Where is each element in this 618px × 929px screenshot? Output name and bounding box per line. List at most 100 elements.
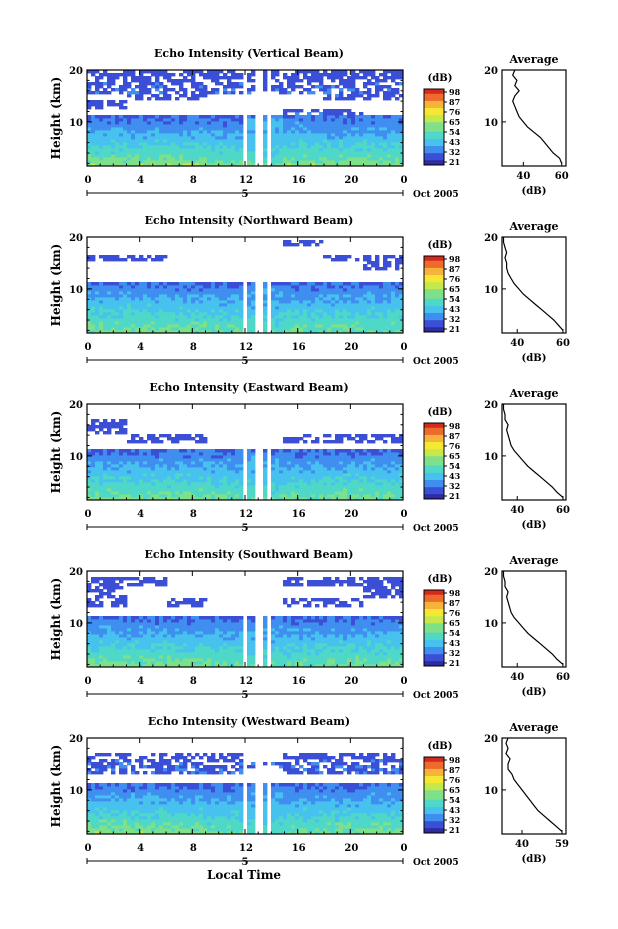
heatmap-cell <box>211 291 216 295</box>
heatmap-cell <box>303 124 308 128</box>
heatmap-cell <box>119 118 124 122</box>
heatmap-cell <box>127 306 132 310</box>
heatmap-cell <box>143 321 148 325</box>
heatmap-cell <box>375 76 380 80</box>
heatmap-cell <box>239 91 244 95</box>
heatmap-cell <box>359 124 364 128</box>
heatmap-cell <box>223 324 228 328</box>
heatmap-cell <box>191 321 196 325</box>
heatmap-cell <box>351 160 356 164</box>
heatmap-cell <box>99 145 104 149</box>
y-tick-label: 20 <box>69 233 83 244</box>
heatmap-cell <box>99 452 104 456</box>
heatmap-cell <box>347 285 352 289</box>
heatmap-cell <box>275 70 280 74</box>
heatmap-cell <box>307 449 312 453</box>
heatmap-cell <box>199 312 204 316</box>
heatmap-cell <box>99 130 104 134</box>
colorbar-tick-label: 21 <box>449 491 460 501</box>
heatmap-cell <box>331 160 336 164</box>
heatmap-cell <box>175 151 180 155</box>
heatmap-cell <box>291 476 296 480</box>
heatmap-cell <box>203 449 208 453</box>
heatmap-cell <box>291 464 296 468</box>
heatmap-cell <box>363 255 368 259</box>
heatmap-cell <box>383 312 388 316</box>
heatmap-cell <box>179 458 184 462</box>
heatmap-cell <box>331 145 336 149</box>
heatmap-cell <box>275 136 280 140</box>
heatmap-cell <box>247 282 252 286</box>
heatmap-cell <box>107 133 112 137</box>
heatmap-cell <box>203 467 208 471</box>
heatmap-cell <box>371 163 376 167</box>
heatmap-cell <box>311 488 316 492</box>
heatmap-cell <box>387 327 392 331</box>
x-tick-label: 4 <box>137 509 144 520</box>
heatmap-cell <box>87 622 92 626</box>
heatmap-cell <box>111 470 116 474</box>
heatmap-cell <box>275 282 280 286</box>
heatmap-cell <box>391 330 396 334</box>
heatmap-cell <box>343 297 348 301</box>
heatmap-cell <box>311 148 316 152</box>
heatmap-cell <box>271 121 276 125</box>
heatmap-cell <box>363 294 368 298</box>
heatmap-cell <box>227 142 232 146</box>
colorbar-swatch <box>424 463 444 467</box>
heatmap-cell <box>95 330 100 334</box>
heatmap-cell <box>363 449 368 453</box>
heatmap-cell <box>263 148 268 152</box>
heatmap-cell <box>223 315 228 319</box>
heatmap-cell <box>211 312 216 316</box>
heatmap-cell <box>307 473 312 477</box>
heatmap-cell <box>315 124 320 128</box>
heatmap-cell <box>355 479 360 483</box>
heatmap-cell <box>351 330 356 334</box>
heatmap-cell <box>367 255 372 259</box>
heatmap-cell <box>147 449 152 453</box>
heatmap-cell <box>111 464 116 468</box>
heatmap-cell <box>291 312 296 316</box>
heatmap-cell <box>179 434 184 438</box>
heatmap-cell <box>251 285 256 289</box>
heatmap-cell <box>247 136 252 140</box>
heatmap-cell <box>307 112 312 116</box>
heatmap-cell <box>271 449 276 453</box>
heatmap-cell <box>215 464 220 468</box>
heatmap-cell <box>123 300 128 304</box>
heatmap-cell <box>371 485 376 489</box>
heatmap-cell <box>223 91 228 95</box>
heatmap-cell <box>131 467 136 471</box>
heatmap-cell <box>87 154 92 158</box>
heatmap-cell <box>155 497 160 501</box>
average-frame <box>501 236 567 334</box>
heatmap-cell <box>119 142 124 146</box>
heatmap-cell <box>191 154 196 158</box>
heatmap-cell <box>171 73 176 77</box>
heatmap-cell <box>155 309 160 313</box>
heatmap-cell <box>87 145 92 149</box>
heatmap-cell <box>383 297 388 301</box>
heatmap-cell <box>371 488 376 492</box>
heatmap-cell <box>139 115 144 119</box>
heatmap-cell <box>107 130 112 134</box>
colorbar-swatch <box>424 296 444 300</box>
heatmap-cell <box>223 464 228 468</box>
heatmap-cell <box>127 455 132 459</box>
heatmap-cell <box>131 440 136 444</box>
heatmap-cell <box>231 476 236 480</box>
heatmap-cell <box>211 73 216 77</box>
heatmap-cell <box>167 461 172 465</box>
heatmap-cell <box>371 145 376 149</box>
heatmap-cell <box>367 318 372 322</box>
heatmap-cell <box>219 452 224 456</box>
heatmap-cell <box>291 485 296 489</box>
heatmap-cell <box>119 91 124 95</box>
heatmap-cell <box>335 488 340 492</box>
heatmap-cell <box>375 315 380 319</box>
heatmap-cell <box>355 291 360 295</box>
heatmap-cell <box>331 118 336 122</box>
heatmap-cell <box>387 479 392 483</box>
heatmap-cell <box>135 121 140 125</box>
